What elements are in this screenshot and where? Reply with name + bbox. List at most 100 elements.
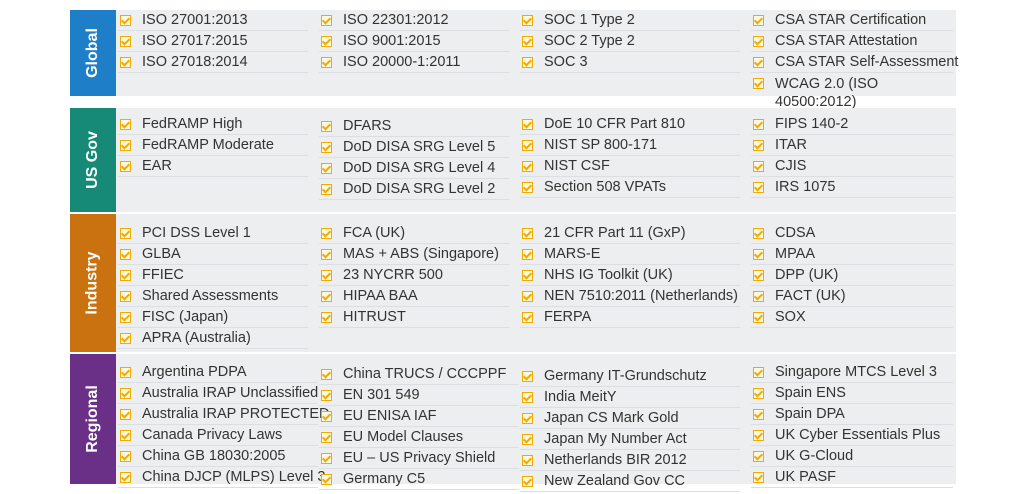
- list-item: Shared Assessments: [118, 286, 308, 307]
- category-label-global: Global: [70, 10, 116, 96]
- checkbox-checked-icon: [753, 269, 764, 281]
- list-item: NEN 7510:2011 (Netherlands): [520, 286, 740, 307]
- list-item: WCAG 2.0 (ISO 40500:2012): [751, 73, 911, 112]
- column-3: DoE 10 CFR Part 810 NIST SP 800-171 NIST…: [520, 114, 740, 198]
- list-item: SOC 2 Type 2: [520, 31, 740, 52]
- column-4: FIPS 140-2 ITAR CJIS IRS 1075: [751, 114, 953, 198]
- list-item: Section 508 VPATs: [520, 177, 740, 198]
- checkbox-checked-icon: [321, 183, 332, 195]
- list-item: HIPAA BAA: [319, 286, 509, 307]
- column-1: ISO 27001:2013 ISO 27017:2015 ISO 27018:…: [118, 10, 308, 73]
- list-item: DFARS: [319, 116, 509, 137]
- list-item: CSA STAR Attestation: [751, 31, 953, 52]
- list-item: FERPA: [520, 307, 740, 328]
- column-3: SOC 1 Type 2 SOC 2 Type 2 SOC 3: [520, 10, 740, 73]
- list-item: CSA STAR Self-Assessment: [751, 52, 958, 73]
- list-item: FFIEC: [118, 265, 308, 286]
- list-item: FIPS 140-2: [751, 114, 953, 135]
- list-item: EU Model Clauses: [319, 427, 519, 448]
- checkbox-checked-icon: [522, 14, 533, 26]
- checkbox-checked-icon: [753, 56, 764, 68]
- checkbox-checked-icon: [522, 433, 533, 445]
- list-item: FedRAMP Moderate: [118, 135, 308, 156]
- list-item: NIST SP 800-171: [520, 135, 740, 156]
- list-item: Argentina PDPA: [118, 362, 318, 383]
- list-item: SOC 3: [520, 52, 740, 73]
- column-2: FCA (UK) MAS + ABS (Singapore) 23 NYCRR …: [319, 223, 509, 328]
- checkbox-checked-icon: [321, 389, 332, 401]
- checkbox-checked-icon: [321, 248, 332, 260]
- checkbox-checked-icon: [120, 139, 131, 151]
- category-label-industry: Industry: [70, 214, 116, 352]
- list-item: ISO 22301:2012: [319, 10, 509, 31]
- list-item: Japan CS Mark Gold: [520, 408, 740, 429]
- checkbox-checked-icon: [522, 56, 533, 68]
- list-item: 21 CFR Part 11 (GxP): [520, 223, 740, 244]
- list-item: PCI DSS Level 1: [118, 223, 308, 244]
- list-item: ITAR: [751, 135, 953, 156]
- checkbox-checked-icon: [120, 118, 131, 130]
- column-2: China TRUCS / CCCPPF EN 301 549 EU ENISA…: [319, 364, 519, 490]
- list-item: FedRAMP High: [118, 114, 308, 135]
- checkbox-checked-icon: [321, 452, 332, 464]
- list-item: Canada Privacy Laws: [118, 425, 318, 446]
- category-label-text: Global: [84, 28, 101, 78]
- checkbox-checked-icon: [120, 35, 131, 47]
- checkbox-checked-icon: [120, 290, 131, 302]
- checkbox-checked-icon: [120, 429, 131, 441]
- checkbox-checked-icon: [753, 14, 764, 26]
- list-item: UK G-Cloud: [751, 446, 953, 467]
- checkbox-checked-icon: [321, 35, 332, 47]
- list-item: CJIS: [751, 156, 953, 177]
- checkbox-checked-icon: [522, 160, 533, 172]
- checkbox-checked-icon: [753, 450, 764, 462]
- list-item: EN 301 549: [319, 385, 519, 406]
- column-2: DFARS DoD DISA SRG Level 5 DoD DISA SRG …: [319, 116, 509, 200]
- category-label-text: Industry: [84, 251, 101, 315]
- list-item: EU – US Privacy Shield: [319, 448, 519, 469]
- list-item: Australia IRAP PROTECTED: [118, 404, 329, 425]
- checkbox-checked-icon: [321, 290, 332, 302]
- list-item: Singapore MTCS Level 3: [751, 362, 953, 383]
- list-item: APRA (Australia): [118, 328, 308, 349]
- checkbox-checked-icon: [753, 139, 764, 151]
- list-item: China GB 18030:2005: [118, 446, 318, 467]
- compliance-grid: Global ISO 27001:2013 ISO 27017:2015 ISO…: [70, 10, 958, 492]
- list-item: UK Cyber Essentials Plus: [751, 425, 953, 446]
- list-item: Spain DPA: [751, 404, 953, 425]
- column-4: Singapore MTCS Level 3 Spain ENS Spain D…: [751, 362, 953, 488]
- checkbox-checked-icon: [321, 120, 332, 132]
- checkbox-checked-icon: [120, 14, 131, 26]
- column-3: 21 CFR Part 11 (GxP) MARS-E NHS IG Toolk…: [520, 223, 740, 328]
- list-item: MARS-E: [520, 244, 740, 265]
- list-item: FACT (UK): [751, 286, 953, 307]
- list-item: Spain ENS: [751, 383, 953, 404]
- checkbox-checked-icon: [321, 227, 332, 239]
- checkbox-checked-icon: [321, 473, 332, 485]
- checkbox-checked-icon: [120, 269, 131, 281]
- list-item: ISO 27017:2015: [118, 31, 308, 52]
- list-item: HITRUST: [319, 307, 509, 328]
- list-item: India MeitY: [520, 387, 740, 408]
- list-item: SOX: [751, 307, 953, 328]
- list-item: FCA (UK): [319, 223, 509, 244]
- list-item: China TRUCS / CCCPPF: [319, 364, 519, 385]
- category-us-gov: US Gov FedRAMP High FedRAMP Moderate EAR…: [70, 108, 956, 212]
- list-item: CSA STAR Certification: [751, 10, 953, 31]
- checkbox-checked-icon: [321, 311, 332, 323]
- checkbox-checked-icon: [753, 387, 764, 399]
- checkbox-checked-icon: [120, 408, 131, 420]
- checkbox-checked-icon: [120, 227, 131, 239]
- checkbox-checked-icon: [522, 311, 533, 323]
- list-item: NHS IG Toolkit (UK): [520, 265, 740, 286]
- checkbox-checked-icon: [120, 471, 131, 483]
- column-4: CDSA MPAA DPP (UK) FACT (UK) SOX: [751, 223, 953, 328]
- category-label-us-gov: US Gov: [70, 108, 116, 212]
- list-item: SOC 1 Type 2: [520, 10, 740, 31]
- checkbox-checked-icon: [522, 370, 533, 382]
- checkbox-checked-icon: [753, 35, 764, 47]
- list-item: ISO 27018:2014: [118, 52, 308, 73]
- list-item: New Zealand Gov CC: [520, 471, 740, 492]
- checkbox-checked-icon: [120, 332, 131, 344]
- checkbox-checked-icon: [120, 160, 131, 172]
